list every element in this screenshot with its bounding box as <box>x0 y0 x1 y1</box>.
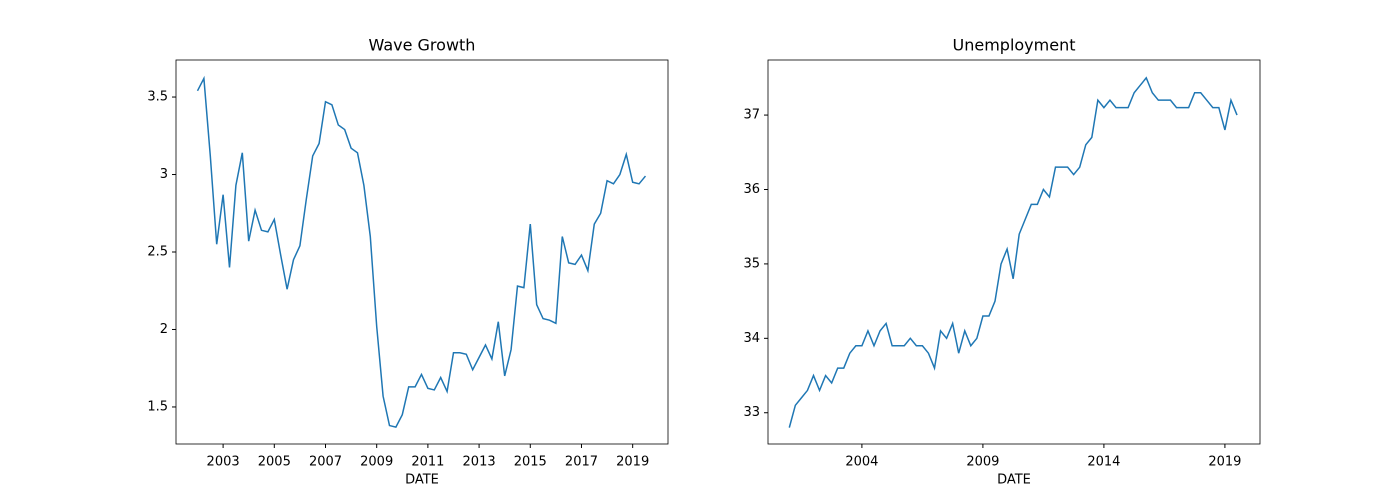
x-tick-label: 2009 <box>966 455 999 470</box>
data-line <box>788 76 1238 428</box>
y-tick-label: 2 <box>160 322 168 337</box>
x-tick-label: 2019 <box>1208 455 1241 470</box>
chart-title: Unemployment <box>953 36 1076 55</box>
y-tick-label: 33 <box>743 405 760 420</box>
x-axis-label: DATE <box>997 473 1031 488</box>
y-tick-label: 37 <box>743 108 760 123</box>
chart-title: Wave Growth <box>369 36 476 55</box>
plot-frame <box>767 59 1261 445</box>
y-tick-label: 2.5 <box>147 245 168 260</box>
y-tick-label: 3.5 <box>147 90 168 105</box>
plot-frame <box>175 59 669 445</box>
x-tick-label: 2007 <box>309 455 342 470</box>
x-tick-label: 2003 <box>207 455 240 470</box>
x-tick-label: 2017 <box>565 455 598 470</box>
x-tick-label: 2014 <box>1087 455 1120 470</box>
y-tick-label: 3 <box>160 167 168 182</box>
x-axis-label: DATE <box>405 473 439 488</box>
x-tick-label: 2004 <box>845 455 878 470</box>
y-tick-label: 36 <box>743 182 760 197</box>
y-tick-label: 1.5 <box>147 399 168 414</box>
y-tick-label: 35 <box>743 256 760 271</box>
x-tick-label: 2013 <box>463 455 496 470</box>
x-tick-label: 2009 <box>360 455 393 470</box>
x-tick-label: 2005 <box>258 455 291 470</box>
data-line <box>196 75 647 428</box>
y-tick-label: 34 <box>743 331 760 346</box>
x-tick-label: 2019 <box>616 455 649 470</box>
x-tick-label: 2015 <box>514 455 547 470</box>
x-tick-label: 2011 <box>411 455 444 470</box>
